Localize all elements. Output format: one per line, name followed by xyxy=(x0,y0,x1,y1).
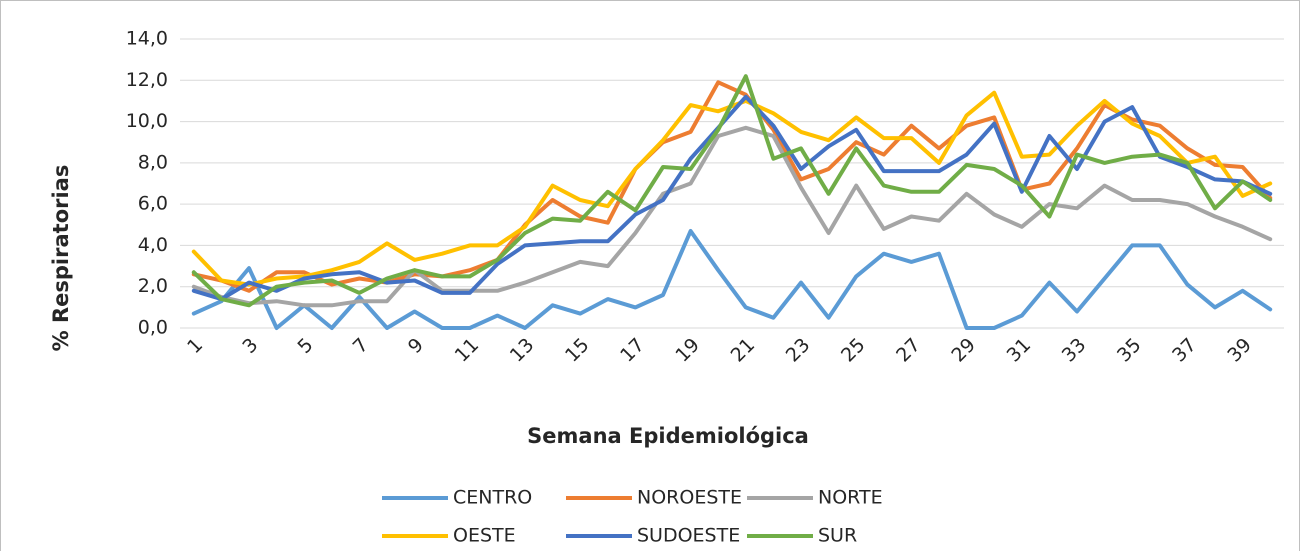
series-line xyxy=(191,80,1273,293)
legend-label: NORTE xyxy=(818,487,883,509)
y-tick-label: 0,0 xyxy=(138,317,168,339)
y-tick-label: 6,0 xyxy=(138,193,168,215)
y-tick-label: 10,0 xyxy=(126,110,168,132)
series-line xyxy=(191,229,1273,330)
y-tick-label: 8,0 xyxy=(138,151,168,173)
y-tick-label: 14,0 xyxy=(126,28,168,50)
series-line xyxy=(191,74,1273,308)
legend-label: SUDOESTE xyxy=(637,525,740,547)
legend-label: NOROESTE xyxy=(637,487,742,509)
series-line xyxy=(191,94,1273,302)
y-tick-label: 12,0 xyxy=(126,69,168,91)
legend-label: OESTE xyxy=(453,525,516,547)
y-tick-label: 2,0 xyxy=(138,275,168,297)
y-tick-label: 4,0 xyxy=(138,234,168,256)
y-axis-title: % Respiratorias xyxy=(49,165,73,352)
legend-label: CENTRO xyxy=(453,487,532,509)
legend-label: SUR xyxy=(818,525,857,547)
x-axis-title: Semana Epidemiológica xyxy=(527,424,809,448)
series-line xyxy=(191,125,1273,308)
